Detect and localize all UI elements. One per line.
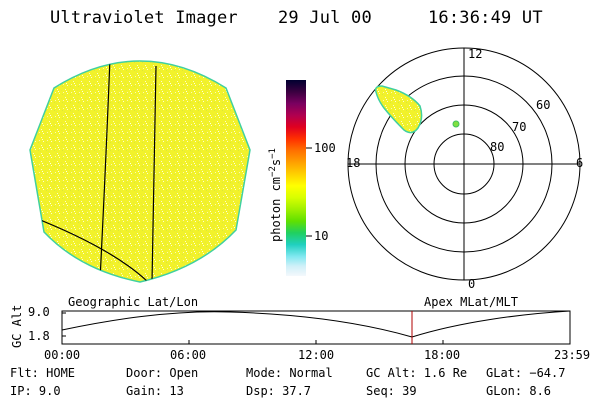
colorbar-tick-100: 100 [314, 141, 336, 155]
colorbar-tick-10: 10 [314, 229, 329, 243]
info-seq: Seq: 39 [366, 384, 417, 398]
timeline-plot [61, 310, 571, 345]
info-gc-alt: GC Alt: 1.6 Re [366, 366, 468, 380]
timeline-right-title: Apex MLat/MLT [424, 295, 518, 309]
colorbar [286, 80, 312, 276]
earth-image [29, 60, 251, 283]
info-gain: Gain: 13 [126, 384, 184, 398]
info-glat: GLat: −64.7 [486, 366, 566, 380]
info-ip: IP: 9.0 [10, 384, 61, 398]
aurora-spot [452, 120, 460, 128]
info-dsp: Dsp: 37.7 [246, 384, 312, 398]
info-glon: GLon: 8.6 [486, 384, 552, 398]
time-label: 16:36:49 UT [428, 8, 543, 28]
date-label: 29 Jul 00 [278, 8, 372, 28]
timeline-x-tick-0600: 06:00 [170, 348, 207, 362]
altitude-curve [61, 310, 571, 338]
lat-label-70: 70 [512, 120, 527, 134]
longitude-line [151, 65, 157, 282]
longitude-line [99, 61, 111, 281]
timeline-x-tick-0000: 00:00 [44, 348, 81, 362]
timeline-y-top: 9.0 [28, 305, 50, 319]
info-flt: Flt: HOME [10, 366, 76, 380]
instrument-title: Ultraviolet Imager [50, 8, 238, 28]
timeline-y-bottom: 1.8 [28, 329, 50, 343]
polar-plot [347, 47, 581, 281]
mlt-label-12: 12 [468, 47, 483, 61]
timeline-x-tick-1800: 18:00 [424, 348, 461, 362]
aurora-patch [374, 85, 423, 134]
timeline-left-title: Geographic Lat/Lon [68, 295, 199, 309]
timeline-y-axis-label: GC Alt [10, 304, 24, 348]
lat-label-80: 80 [490, 140, 505, 154]
info-mode: Mode: Normal [246, 366, 333, 380]
lat-label-60: 60 [536, 98, 551, 112]
timeline-x-tick-2359: 23:59 [554, 348, 591, 362]
info-door: Door: Open [126, 366, 199, 380]
colorbar-unit-label: photon cm−2s−1 [268, 148, 283, 242]
timeline-x-tick-1200: 12:00 [298, 348, 335, 362]
mlt-label-18: 18 [346, 156, 361, 170]
mlt-label-0: 0 [468, 277, 476, 291]
mlt-label-6: 6 [576, 156, 584, 170]
